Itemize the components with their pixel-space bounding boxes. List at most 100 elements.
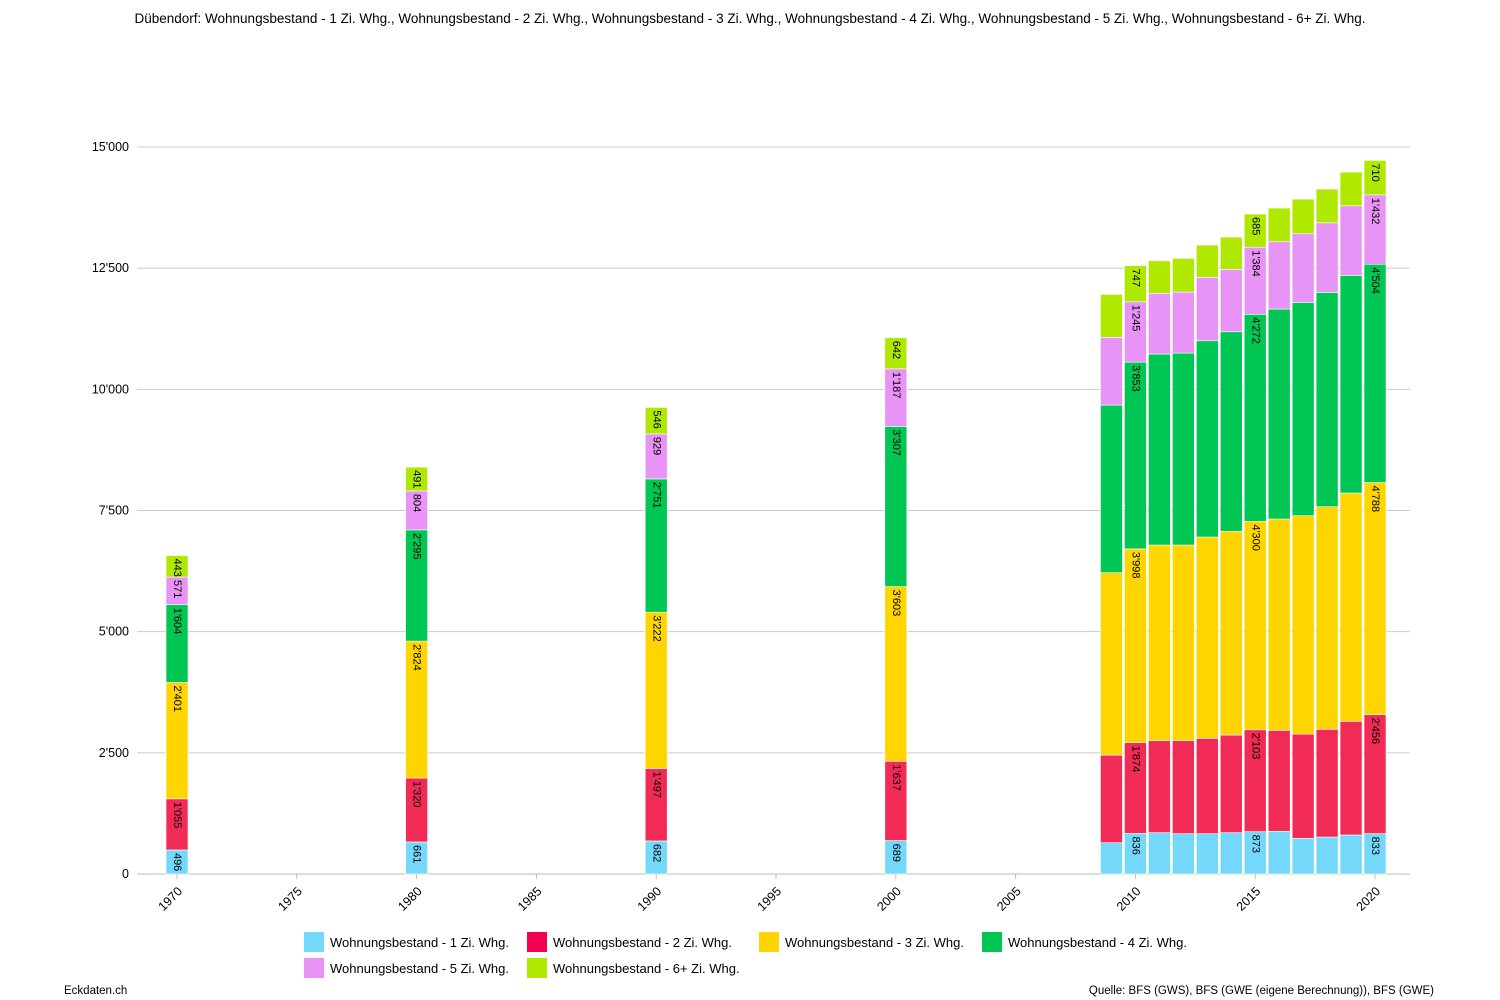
bar-segment (1100, 337, 1123, 406)
bar-segment (1339, 205, 1363, 276)
legend-swatch (304, 932, 324, 952)
bar-segment (1243, 314, 1267, 522)
data-label: 873 (1249, 835, 1261, 853)
bar-segment (1219, 531, 1243, 736)
data-label: 804 (411, 494, 423, 512)
y-tick-label: 15'000 (92, 140, 129, 154)
bar-segment (1243, 213, 1267, 248)
y-tick-label: 7'500 (99, 504, 129, 518)
bar-segment (1363, 482, 1387, 715)
x-tick-label: 1970 (156, 884, 186, 914)
bar-segment (1267, 518, 1291, 731)
legend-label: Wohnungsbestand - 1 Zi. Whg. (330, 934, 509, 950)
legend-swatch (304, 958, 324, 978)
data-label: 682 (650, 844, 662, 862)
data-label: 496 (171, 853, 183, 871)
data-label: 571 (171, 580, 183, 598)
data-label: 1'432 (1369, 198, 1381, 225)
bar-segment (1100, 404, 1123, 574)
bar-segment (1148, 544, 1171, 742)
y-tick-label: 10'000 (92, 382, 129, 396)
legend-item-1zi[interactable]: Wohnungsbestand - 1 Zi. Whg. (304, 932, 509, 952)
legend-item-6zi[interactable]: Wohnungsbestand - 6+ Zi. Whg. (527, 958, 740, 978)
x-tick-label: 1975 (275, 884, 305, 914)
bar-segment (1291, 515, 1315, 735)
bar-segment (1148, 832, 1171, 875)
bar-segment (1219, 236, 1243, 270)
bar-segment (1243, 521, 1267, 731)
x-tick-label: 1995 (755, 884, 785, 914)
chart-title: Dübendorf: Wohnungsbestand - 1 Zi. Whg.,… (134, 11, 1366, 26)
legend-label: Wohnungsbestand - 2 Zi. Whg. (553, 934, 732, 950)
bar-segment (1172, 544, 1195, 742)
x-tick-label: 1990 (635, 884, 665, 914)
data-label: 747 (1130, 269, 1142, 287)
bar-segment (1291, 233, 1315, 303)
legend-swatch (527, 958, 547, 978)
data-label: 2'401 (171, 685, 183, 712)
bar-segment (1195, 738, 1219, 834)
bar-segment (1148, 353, 1171, 546)
bar-segment (1172, 291, 1195, 354)
data-label: 1'604 (171, 608, 183, 635)
data-label: 3'307 (890, 429, 902, 456)
stacked-bar-chart: 0 2'500 5'000 7'500 10'000 12'500 15'000 1970 19… (92, 140, 1410, 914)
data-label: 2'456 (1369, 718, 1381, 745)
legend-item-3zi[interactable]: Wohnungsbestand - 3 Zi. Whg. (759, 932, 964, 952)
data-label: 1'245 (1130, 305, 1142, 332)
data-label: 661 (411, 845, 423, 863)
legend-item-2zi[interactable]: Wohnungsbestand - 2 Zi. Whg. (527, 932, 732, 952)
data-label: 3'853 (1130, 365, 1142, 392)
y-tick-label: 0 (122, 867, 129, 881)
bar-segment (1100, 572, 1123, 756)
bar-segment (1148, 293, 1171, 355)
bar-segment (1339, 492, 1363, 722)
data-label: 642 (890, 341, 902, 359)
data-label: 443 (171, 559, 183, 577)
bar-segment (165, 555, 189, 578)
source-text: Quelle: BFS (GWS), BFS (GWE (eigene Bere… (1088, 985, 1434, 997)
bar-segment (1172, 740, 1195, 834)
x-tick-label: 2020 (1354, 884, 1384, 914)
data-label: 836 (1130, 836, 1142, 854)
legend-label: Wohnungsbestand - 5 Zi. Whg. (330, 960, 509, 976)
x-tick-label: 1985 (515, 884, 545, 914)
bar-segment (1172, 352, 1195, 546)
legend-item-4zi[interactable]: Wohnungsbestand - 4 Zi. Whg. (982, 932, 1187, 952)
data-label: 689 (890, 844, 902, 862)
data-label: 1'874 (1130, 746, 1142, 773)
bar-segment (1363, 160, 1387, 196)
data-label: 2'824 (411, 644, 423, 671)
legend-swatch (527, 932, 547, 952)
bar-segment (1291, 733, 1315, 839)
bar-segment (1100, 754, 1123, 844)
bar-segment (1315, 188, 1339, 224)
bar-segment (1219, 734, 1243, 834)
data-label: 1'187 (890, 372, 902, 399)
legend-label: Wohnungsbestand - 3 Zi. Whg. (785, 934, 964, 950)
credit-text: Eckdaten.ch (64, 985, 128, 997)
bar-segment (1315, 506, 1339, 730)
x-tick-label: 2010 (1114, 884, 1144, 914)
legend-item-5zi[interactable]: Wohnungsbestand - 5 Zi. Whg. (304, 958, 509, 978)
bar-segment (1291, 838, 1315, 875)
bar-segment (1124, 265, 1147, 303)
data-label: 4'788 (1369, 486, 1381, 513)
y-tick-label: 5'000 (99, 625, 129, 639)
bar-segment (1148, 740, 1171, 834)
x-tick-label: 2015 (1234, 884, 1264, 914)
bar-segment (1339, 721, 1363, 836)
bar-segment (884, 337, 908, 370)
data-label: 1'497 (650, 771, 662, 798)
bar-segment (1267, 241, 1291, 310)
data-label: 1'320 (411, 781, 423, 808)
data-label: 1'384 (1249, 250, 1261, 277)
data-label: 546 (650, 410, 662, 428)
legend-label: Wohnungsbestand - 6+ Zi. Whg. (553, 960, 740, 976)
bar-segment (405, 466, 428, 492)
data-label: 3'998 (1130, 552, 1142, 579)
bar-segment (1172, 833, 1195, 875)
data-label: 685 (1249, 217, 1261, 235)
bar-segment (1172, 258, 1195, 293)
data-label: 4'504 (1369, 267, 1381, 294)
